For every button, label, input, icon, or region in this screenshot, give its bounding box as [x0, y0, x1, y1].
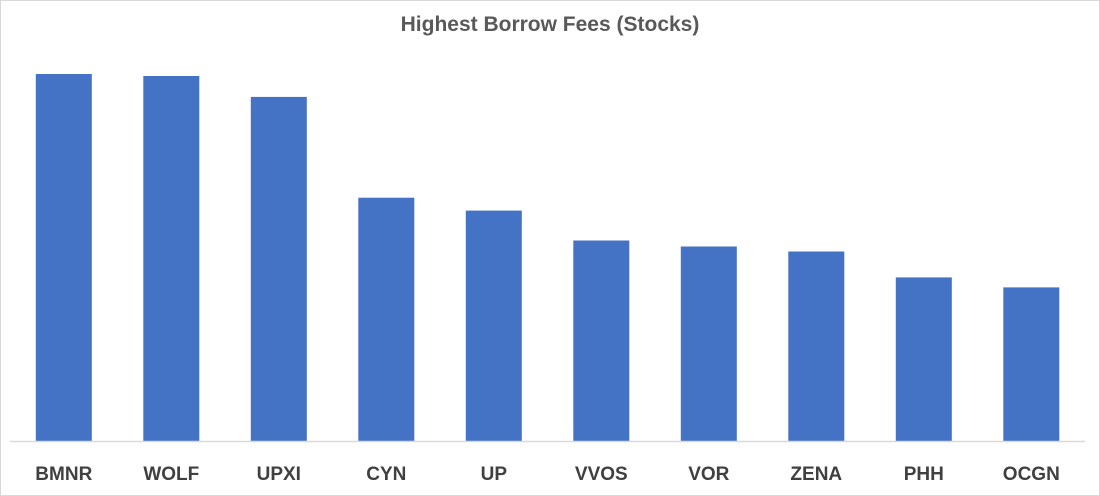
- bar-vvos: [573, 240, 630, 441]
- bar-bmnr: [35, 74, 92, 441]
- x-tick-label-upxi: UPXI: [257, 464, 301, 485]
- x-tick-label-phh: PHH: [904, 464, 944, 485]
- bar-ocgn: [1003, 287, 1060, 441]
- bar-zena: [788, 251, 845, 441]
- x-tick-label-vor: VOR: [688, 464, 729, 485]
- x-tick-label-cyn: CYN: [366, 464, 406, 485]
- bar-phh: [895, 277, 952, 441]
- x-tick-label-up: UP: [481, 464, 508, 485]
- bar-wolf: [143, 76, 200, 441]
- bar-cyn: [358, 197, 415, 441]
- x-tick-label-ocgn: OCGN: [1003, 464, 1060, 485]
- x-tick-label-vvos: VVOS: [575, 464, 628, 485]
- bar-up: [465, 210, 522, 441]
- x-tick-label-wolf: WOLF: [143, 464, 199, 485]
- x-tick-label-zena: ZENA: [790, 464, 842, 485]
- x-tick-label-bmnr: BMNR: [35, 464, 92, 485]
- bar-vor: [680, 246, 737, 441]
- bar-upxi: [250, 96, 307, 442]
- chart-title: Highest Borrow Fees (Stocks): [400, 13, 700, 36]
